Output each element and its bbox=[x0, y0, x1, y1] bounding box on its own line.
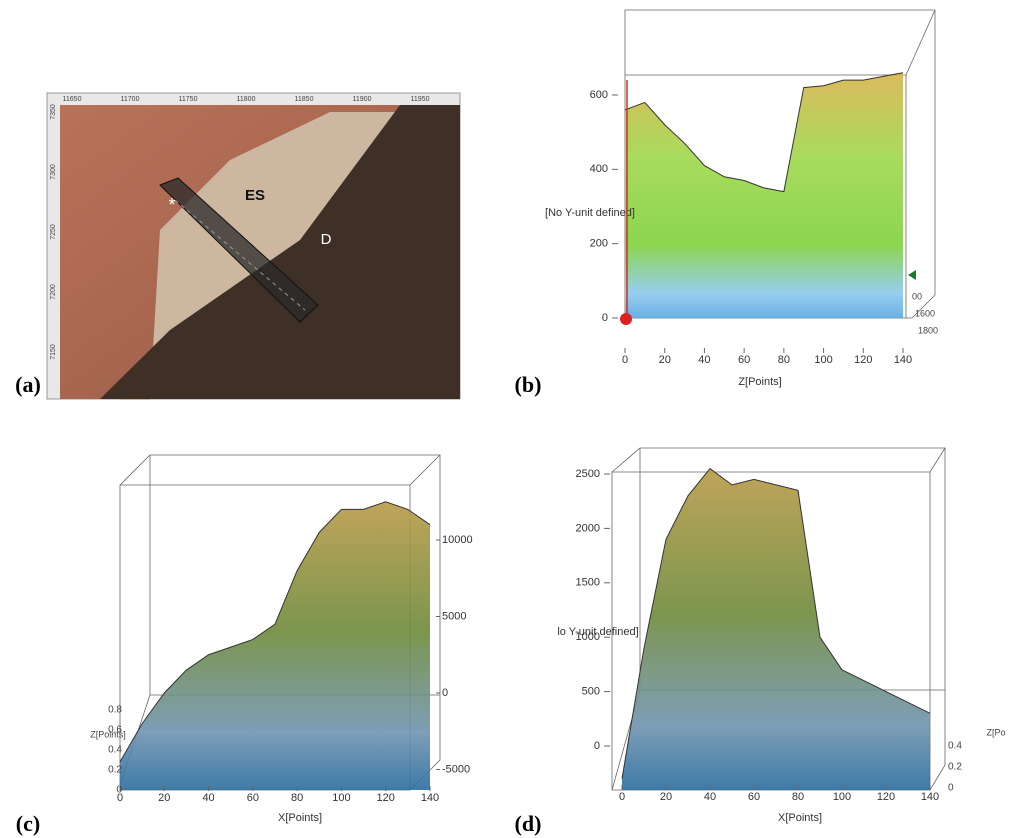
z-tick-label: 0 bbox=[116, 785, 122, 796]
y-tick-label: 1000 bbox=[576, 631, 600, 643]
y-tick-label: 2000 bbox=[576, 522, 600, 534]
surface-fill bbox=[120, 501, 430, 790]
x-tick-label: 80 bbox=[291, 792, 303, 804]
tick-label: 11900 bbox=[353, 96, 372, 103]
y-tick-label: 600 bbox=[590, 89, 608, 101]
tick-label: 7300 bbox=[50, 164, 57, 180]
annotation: ES bbox=[245, 187, 265, 204]
micrograph bbox=[46, 92, 461, 400]
x-tick-label: 140 bbox=[894, 354, 912, 366]
y-axis-label: [No Y-unit defined] bbox=[545, 207, 635, 219]
z-tick-label: 0.6 bbox=[108, 725, 122, 736]
x-tick-label: 60 bbox=[748, 791, 760, 803]
y-tick-label: 2500 bbox=[576, 468, 600, 480]
x-tick-label: 80 bbox=[778, 354, 790, 366]
z-tick-label: 0.4 bbox=[948, 741, 962, 752]
depth-tick-label: 00 bbox=[912, 291, 922, 301]
y-tick-label: 1500 bbox=[576, 577, 600, 589]
x-tick-label: 100 bbox=[833, 791, 851, 803]
tick-label: 11850 bbox=[295, 96, 314, 103]
z-tick-label: 0.8 bbox=[108, 705, 122, 716]
x-tick-label: 100 bbox=[332, 792, 350, 804]
tick-label: 11750 bbox=[179, 96, 198, 103]
x-tick-label: 120 bbox=[377, 792, 395, 804]
z-tick-label: 0.2 bbox=[948, 762, 962, 773]
x-axis-label: X[Points] bbox=[778, 812, 822, 824]
z-axis-label: Z[Po bbox=[986, 727, 1005, 737]
origin-marker bbox=[620, 313, 632, 325]
y-tick-label: 200 bbox=[590, 238, 608, 250]
panel-label: (b) bbox=[515, 372, 542, 397]
x-tick-label: 100 bbox=[814, 354, 832, 366]
x-tick-label: 40 bbox=[202, 792, 214, 804]
x-tick-label: 120 bbox=[877, 791, 895, 803]
depth-tick-label: 1600 bbox=[915, 308, 935, 318]
x-tick-label: 60 bbox=[247, 792, 259, 804]
surface-fill bbox=[622, 468, 930, 790]
x-tick-label: 0 bbox=[619, 791, 625, 803]
x-tick-label: 140 bbox=[421, 792, 439, 804]
y-tick-label: 400 bbox=[590, 163, 608, 175]
y-tick-label: 0 bbox=[594, 740, 600, 752]
annotation: D bbox=[321, 231, 332, 248]
x-tick-label: 140 bbox=[921, 791, 939, 803]
tick-label: 11950 bbox=[411, 96, 430, 103]
x-tick-label: 20 bbox=[659, 354, 671, 366]
end-marker bbox=[908, 270, 916, 280]
surface-ridge bbox=[621, 467, 931, 779]
z-tick-label: 0.2 bbox=[108, 765, 122, 776]
x-tick-label: 60 bbox=[738, 354, 750, 366]
tick-label: 11650 bbox=[63, 96, 82, 103]
tick-label: 7150 bbox=[50, 344, 57, 360]
y-tick-label: -5000 bbox=[442, 763, 470, 775]
panel-label: (a) bbox=[15, 372, 41, 397]
y-tick-label: 0 bbox=[442, 687, 448, 699]
tick-label: 7350 bbox=[50, 104, 57, 120]
x-tick-label: 20 bbox=[158, 792, 170, 804]
x-tick-label: 40 bbox=[698, 354, 710, 366]
x-tick-label: 40 bbox=[704, 791, 716, 803]
panel-label: (d) bbox=[515, 811, 542, 836]
y-axis-label: lo Y-unit defined] bbox=[557, 626, 638, 638]
x-tick-label: 120 bbox=[854, 354, 872, 366]
x-tick-label: 0 bbox=[117, 792, 123, 804]
panel-label: (c) bbox=[16, 811, 40, 836]
tick-label: 11800 bbox=[237, 96, 256, 103]
y-tick-label: 10000 bbox=[442, 534, 473, 546]
surface-fill bbox=[625, 72, 903, 318]
x-axis-label: X[Points] bbox=[278, 812, 322, 824]
y-tick-label: 0 bbox=[602, 312, 608, 324]
z-axis-label: Z[Points] bbox=[90, 729, 126, 739]
tick-label: 7200 bbox=[50, 284, 57, 300]
x-tick-label: 80 bbox=[792, 791, 804, 803]
y-tick-label: 500 bbox=[582, 686, 600, 698]
depth-tick-label: 1800 bbox=[918, 325, 938, 335]
surface-ridge bbox=[119, 501, 431, 763]
tick-label: 7250 bbox=[50, 224, 57, 240]
z-tick-label: 0 bbox=[948, 783, 954, 794]
x-tick-label: 0 bbox=[622, 354, 628, 366]
surface-ridge bbox=[624, 72, 904, 193]
y-tick-label: 5000 bbox=[442, 610, 466, 622]
x-axis-label: Z[Points] bbox=[738, 376, 781, 388]
tick-label: 11700 bbox=[121, 96, 140, 103]
annotation: * bbox=[168, 195, 175, 215]
z-tick-label: 0.4 bbox=[108, 745, 122, 756]
x-tick-label: 20 bbox=[660, 791, 672, 803]
